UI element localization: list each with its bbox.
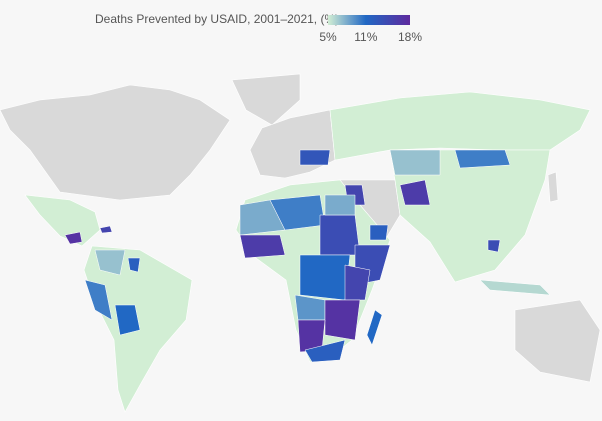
legend-bar	[328, 15, 410, 25]
region	[99, 225, 113, 234]
region	[454, 149, 511, 169]
region	[84, 279, 113, 321]
regions	[64, 149, 551, 363]
central-america	[24, 194, 101, 247]
region	[304, 339, 346, 363]
north-america	[0, 84, 231, 201]
region	[299, 254, 351, 301]
region	[479, 279, 551, 296]
russia	[329, 91, 591, 161]
region	[366, 309, 383, 346]
region	[344, 264, 371, 301]
region	[94, 249, 126, 276]
region	[324, 299, 361, 341]
region	[319, 214, 361, 256]
region	[114, 304, 141, 336]
region	[487, 239, 501, 253]
region	[299, 149, 331, 166]
legend-tick-label: 5%	[319, 30, 337, 44]
region	[369, 224, 389, 241]
asia	[389, 149, 551, 283]
legend-title: Deaths Prevented by USAID, 2001–2021, (%…	[95, 12, 339, 26]
region	[64, 231, 83, 245]
region	[127, 257, 141, 273]
region	[399, 179, 431, 206]
legend-tick-label: 18%	[398, 30, 422, 44]
region	[239, 234, 286, 259]
legend-tick-label: 11%	[354, 30, 377, 44]
australia	[514, 299, 601, 383]
region	[389, 149, 441, 176]
japan	[547, 171, 559, 203]
region	[324, 194, 356, 216]
greenland	[231, 73, 301, 126]
